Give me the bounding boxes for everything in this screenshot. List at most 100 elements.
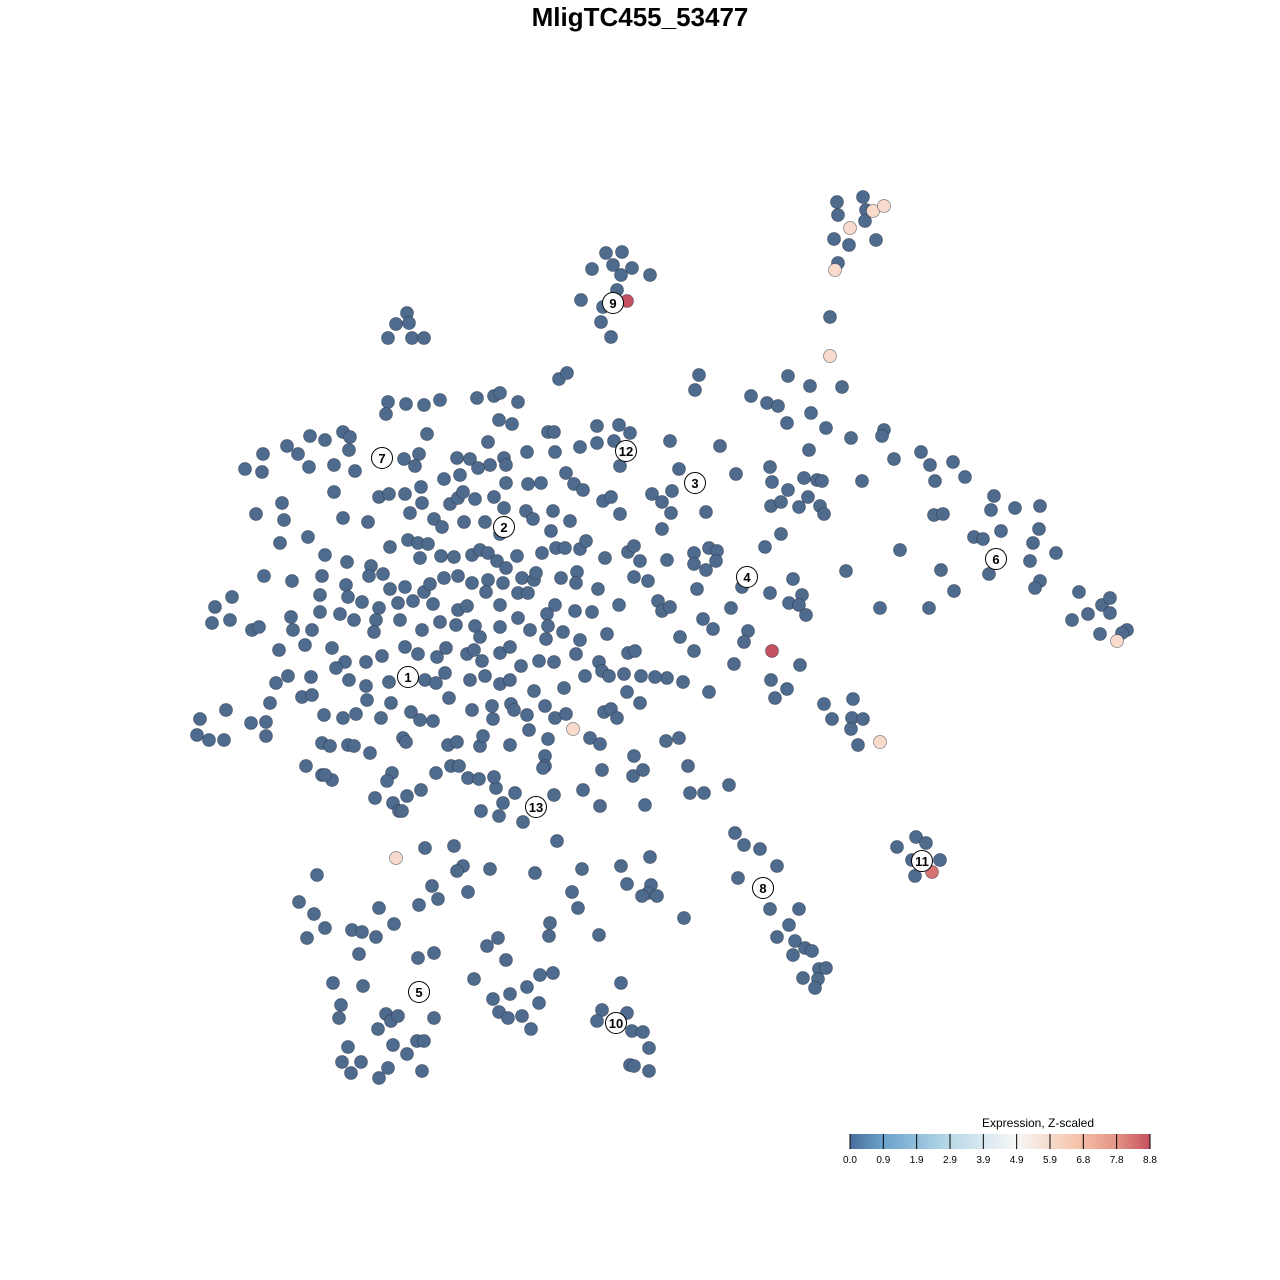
data-point bbox=[855, 474, 869, 488]
data-point bbox=[450, 735, 464, 749]
data-point bbox=[792, 902, 806, 916]
data-point bbox=[433, 393, 447, 407]
expressed-data-point bbox=[843, 221, 857, 235]
data-point bbox=[722, 778, 736, 792]
data-point bbox=[994, 524, 1008, 538]
data-point bbox=[503, 640, 517, 654]
data-point bbox=[418, 841, 432, 855]
data-point bbox=[299, 759, 313, 773]
expressed-data-point bbox=[877, 199, 891, 213]
data-point bbox=[763, 902, 777, 916]
data-point bbox=[341, 590, 355, 604]
data-point bbox=[660, 671, 674, 685]
data-point bbox=[371, 1022, 385, 1036]
data-point bbox=[255, 465, 269, 479]
data-point bbox=[830, 195, 844, 209]
data-point bbox=[363, 746, 377, 760]
data-point bbox=[620, 685, 634, 699]
cluster-label-text: 3 bbox=[691, 476, 698, 491]
data-point bbox=[576, 483, 590, 497]
data-point bbox=[541, 732, 555, 746]
data-point bbox=[400, 1047, 414, 1061]
data-point bbox=[342, 443, 356, 457]
data-point bbox=[383, 582, 397, 596]
data-point bbox=[487, 770, 501, 784]
data-point bbox=[543, 916, 557, 930]
colorbar-tick-label: 5.9 bbox=[1043, 1155, 1057, 1166]
data-point bbox=[825, 712, 839, 726]
data-point bbox=[522, 723, 536, 737]
data-point bbox=[625, 261, 639, 275]
data-point bbox=[724, 601, 738, 615]
data-point bbox=[947, 584, 961, 598]
data-point bbox=[788, 934, 802, 948]
data-point bbox=[844, 722, 858, 736]
data-point bbox=[470, 391, 484, 405]
data-point bbox=[508, 786, 522, 800]
data-point bbox=[663, 434, 677, 448]
data-point bbox=[753, 842, 767, 856]
data-point bbox=[559, 707, 573, 721]
data-point bbox=[569, 576, 583, 590]
data-point bbox=[578, 669, 592, 683]
data-point bbox=[628, 644, 642, 658]
expressed-data-point bbox=[823, 349, 837, 363]
data-point bbox=[524, 1022, 538, 1036]
data-point bbox=[660, 553, 674, 567]
data-point bbox=[219, 703, 233, 717]
data-point bbox=[558, 541, 572, 555]
data-point bbox=[887, 452, 901, 466]
data-point bbox=[286, 623, 300, 637]
cluster-label-12: 12 bbox=[615, 440, 637, 462]
data-point bbox=[481, 573, 495, 587]
data-point bbox=[851, 738, 865, 752]
data-point bbox=[461, 885, 475, 899]
data-point bbox=[217, 733, 231, 747]
data-point bbox=[478, 515, 492, 529]
data-point bbox=[758, 540, 772, 554]
data-point bbox=[780, 682, 794, 696]
data-point bbox=[1008, 501, 1022, 515]
data-point bbox=[412, 447, 426, 461]
data-point bbox=[478, 669, 492, 683]
data-point bbox=[487, 490, 501, 504]
data-point bbox=[369, 930, 383, 944]
data-point bbox=[359, 655, 373, 669]
data-point bbox=[987, 489, 1001, 503]
data-point bbox=[774, 495, 788, 509]
data-point bbox=[606, 258, 620, 272]
cluster-label-text: 9 bbox=[609, 296, 616, 311]
data-point bbox=[382, 675, 396, 689]
data-point bbox=[421, 537, 435, 551]
data-point bbox=[687, 557, 701, 571]
data-point bbox=[521, 477, 535, 491]
cluster-label-text: 12 bbox=[619, 444, 633, 459]
data-point bbox=[645, 487, 659, 501]
data-point bbox=[281, 669, 295, 683]
data-point bbox=[355, 595, 369, 609]
data-point bbox=[655, 495, 669, 509]
data-point bbox=[193, 712, 207, 726]
data-point bbox=[817, 507, 831, 521]
data-point bbox=[298, 638, 312, 652]
data-point bbox=[411, 951, 425, 965]
data-point bbox=[544, 524, 558, 538]
expressed-data-point bbox=[1110, 634, 1124, 648]
data-point bbox=[802, 443, 816, 457]
data-point bbox=[702, 685, 716, 699]
cluster-label-text: 1 bbox=[404, 670, 411, 685]
data-point bbox=[460, 599, 474, 613]
data-point bbox=[982, 567, 996, 581]
data-point bbox=[499, 458, 513, 472]
data-point bbox=[326, 976, 340, 990]
data-point bbox=[406, 594, 420, 608]
data-point bbox=[699, 505, 713, 519]
data-point bbox=[909, 830, 923, 844]
data-point bbox=[604, 330, 618, 344]
data-point bbox=[417, 331, 431, 345]
data-point bbox=[541, 619, 555, 633]
data-point bbox=[585, 262, 599, 276]
data-point bbox=[781, 369, 795, 383]
data-point bbox=[635, 889, 649, 903]
data-point bbox=[817, 697, 831, 711]
